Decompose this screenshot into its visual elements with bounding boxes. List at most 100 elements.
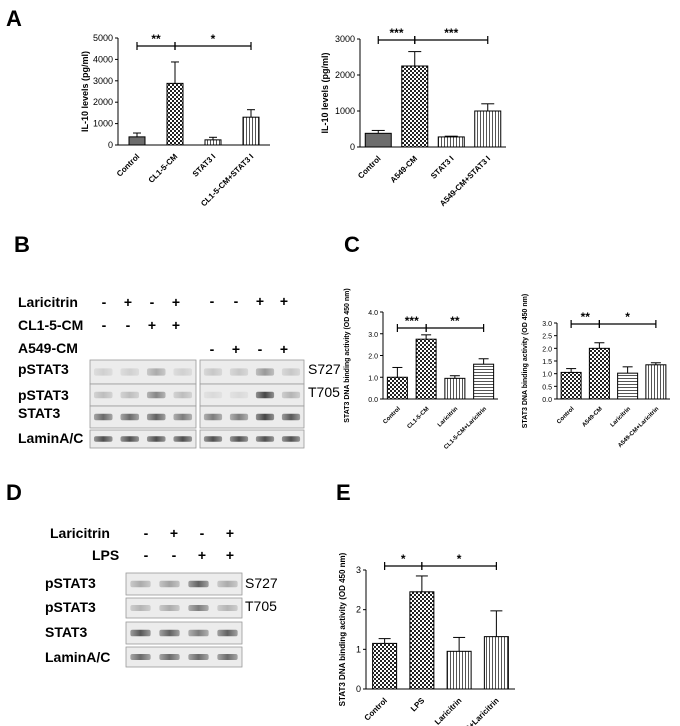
y-tick-label: 2.0 (542, 346, 552, 353)
bar (474, 110, 502, 148)
y-tick-label: 1.0 (368, 375, 378, 382)
treatment-sign: - (210, 293, 215, 309)
blot-band (130, 629, 151, 637)
blot-b-images (89, 359, 305, 449)
treatment-sign: + (148, 317, 156, 333)
bar (364, 132, 392, 148)
bar (446, 650, 472, 690)
treatment-sign: + (172, 294, 180, 310)
treatment-sign: + (170, 525, 178, 541)
y-tick-label: 3000 (93, 76, 113, 86)
bar (588, 347, 610, 400)
blot-band (146, 413, 166, 421)
x-tick-label: LPS+Laricitrin (456, 696, 501, 726)
significance-label: *** (444, 26, 458, 40)
x-tick-label: STAT3 I (191, 152, 218, 179)
blot-b-left-stat3 (89, 405, 197, 429)
significance-label: *** (389, 26, 403, 40)
y-tick-label: 2.5 (542, 334, 552, 341)
panel-label-c: C (344, 232, 360, 257)
blot-band (120, 368, 140, 376)
blot-band (188, 580, 209, 588)
panel-label-b: B (14, 232, 30, 257)
blot-band (281, 368, 301, 376)
treatment-sign: + (256, 293, 264, 309)
blot-band (203, 391, 223, 399)
y-tick-label: 0.0 (542, 397, 552, 404)
blot-band (203, 368, 223, 376)
bar (437, 136, 465, 148)
blot-band (146, 391, 166, 399)
bar (204, 139, 222, 146)
blot-b-left-lamin (89, 429, 197, 449)
treatment-sign: + (198, 547, 206, 563)
blot-d-protein-pstat3-s727: pSTAT3 (45, 575, 96, 591)
significance-label: * (625, 310, 630, 324)
y-tick-label: 1000 (93, 119, 113, 129)
x-tick-label: Laricitrin (610, 406, 633, 429)
y-tick-label: 0 (356, 684, 361, 694)
treatment-sign: + (232, 341, 240, 357)
blot-band (173, 391, 193, 399)
significance-label: ** (581, 310, 591, 324)
y-tick-label: 1.0 (542, 372, 552, 379)
panel-label-a: A (6, 6, 22, 31)
bar (483, 636, 509, 690)
blot-band (146, 368, 166, 376)
treatment-sign: + (280, 293, 288, 309)
blot-band (159, 654, 180, 660)
treatment-sign: - (144, 547, 149, 563)
treatment-sign: - (200, 525, 205, 541)
bar (386, 376, 408, 400)
significance-label: * (211, 32, 216, 46)
blot-band (217, 629, 238, 637)
x-tick-label: Laricitrin (437, 406, 460, 429)
blot-band (130, 654, 151, 660)
blot-band (120, 436, 140, 442)
blot-d-images (125, 572, 243, 668)
x-tick-label: STAT3 I (429, 154, 456, 181)
bar (166, 82, 184, 146)
blot-b-protein-pstat3-t705: pSTAT3 (18, 387, 69, 403)
significance-label: *** (405, 314, 419, 328)
treatment-sign: - (126, 317, 131, 333)
blot-band (130, 605, 151, 611)
blot-d-protein-lamin: LaminA/C (45, 649, 110, 665)
y-tick-label: 3.0 (542, 321, 552, 328)
blot-band (229, 368, 249, 376)
blot-band (217, 654, 238, 660)
treatment-sign: - (172, 547, 177, 563)
bar (560, 371, 582, 400)
significance-label: ** (450, 314, 460, 328)
y-axis-label: IL-10 levels (pg/ml) (320, 52, 330, 133)
treatment-sign: - (258, 341, 263, 357)
x-tick-label: Control (356, 154, 382, 180)
y-tick-label: 2000 (335, 70, 355, 80)
blot-b-right-signs: - + - + - - + + (210, 293, 288, 357)
blot-d-pstat3-s727 (125, 572, 243, 596)
blot-band (173, 368, 193, 376)
treatment-sign: + (226, 547, 234, 563)
blot-band (229, 391, 249, 399)
blot-band (217, 605, 238, 611)
blot-band (120, 391, 140, 399)
bar (415, 338, 437, 400)
blot-b-right-lamin (199, 429, 305, 449)
blot-band (159, 629, 180, 637)
treatment-sign: + (280, 341, 288, 357)
blot-band (173, 436, 193, 442)
x-tick-label: A549-CM (389, 154, 420, 185)
blot-d-protein-stat3: STAT3 (45, 624, 87, 640)
y-tick-label: 3000 (335, 34, 355, 44)
y-axis-label: STAT3 DNA binding activity (OD 450 nm) (522, 294, 529, 428)
significance-label: * (457, 552, 462, 566)
blot-d: Laricitrin LPS - + - + - - + + pSTAT3 pSTAT3 ST… (45, 525, 278, 668)
blot-band (93, 391, 113, 399)
treatment-sign: - (102, 317, 107, 333)
blot-b-row-cl1-5-cm: CL1-5-CM (18, 317, 83, 333)
chart-e-lps: 0 1 2 3 STAT3 DNA binding activity (OD 450 n… (338, 552, 515, 726)
blot-b-right-stat3 (199, 405, 305, 429)
blot-b-left-signs: - + - + - - + + (102, 294, 180, 333)
y-tick-label: 2000 (93, 97, 113, 107)
